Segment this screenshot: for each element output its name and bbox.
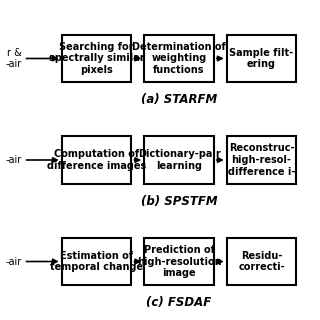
Text: Prediction of
high-resolution
image: Prediction of high-resolution image [137,245,221,278]
Text: -air: -air [6,155,22,165]
Text: Determination of
weighting
functions: Determination of weighting functions [132,42,226,75]
Text: Reconstruc-
high-resol-
difference i-: Reconstruc- high-resol- difference i- [228,143,295,177]
Text: Residu-
correcti-: Residu- correcti- [238,251,285,272]
Text: (b) SPSTFM: (b) SPSTFM [141,195,217,208]
Text: Sample filt-
ering: Sample filt- ering [229,48,293,69]
FancyBboxPatch shape [227,136,296,184]
FancyBboxPatch shape [144,35,214,82]
Text: Computation of
difference images: Computation of difference images [47,149,146,171]
Text: Dictionary-pair
learning: Dictionary-pair learning [138,149,220,171]
FancyBboxPatch shape [227,238,296,285]
FancyBboxPatch shape [62,238,132,285]
FancyBboxPatch shape [62,35,132,82]
FancyBboxPatch shape [144,136,214,184]
FancyBboxPatch shape [227,35,296,82]
Text: (a) STARFM: (a) STARFM [141,93,217,106]
Text: (c) FSDAF: (c) FSDAF [147,296,212,309]
Text: -air: -air [6,257,22,267]
Text: r &
-air: r & -air [6,48,22,69]
Text: Searching for
spectrally similar
pixels: Searching for spectrally similar pixels [49,42,144,75]
FancyBboxPatch shape [144,238,214,285]
Text: Estimation of
temporal change: Estimation of temporal change [50,251,143,272]
FancyBboxPatch shape [62,136,132,184]
